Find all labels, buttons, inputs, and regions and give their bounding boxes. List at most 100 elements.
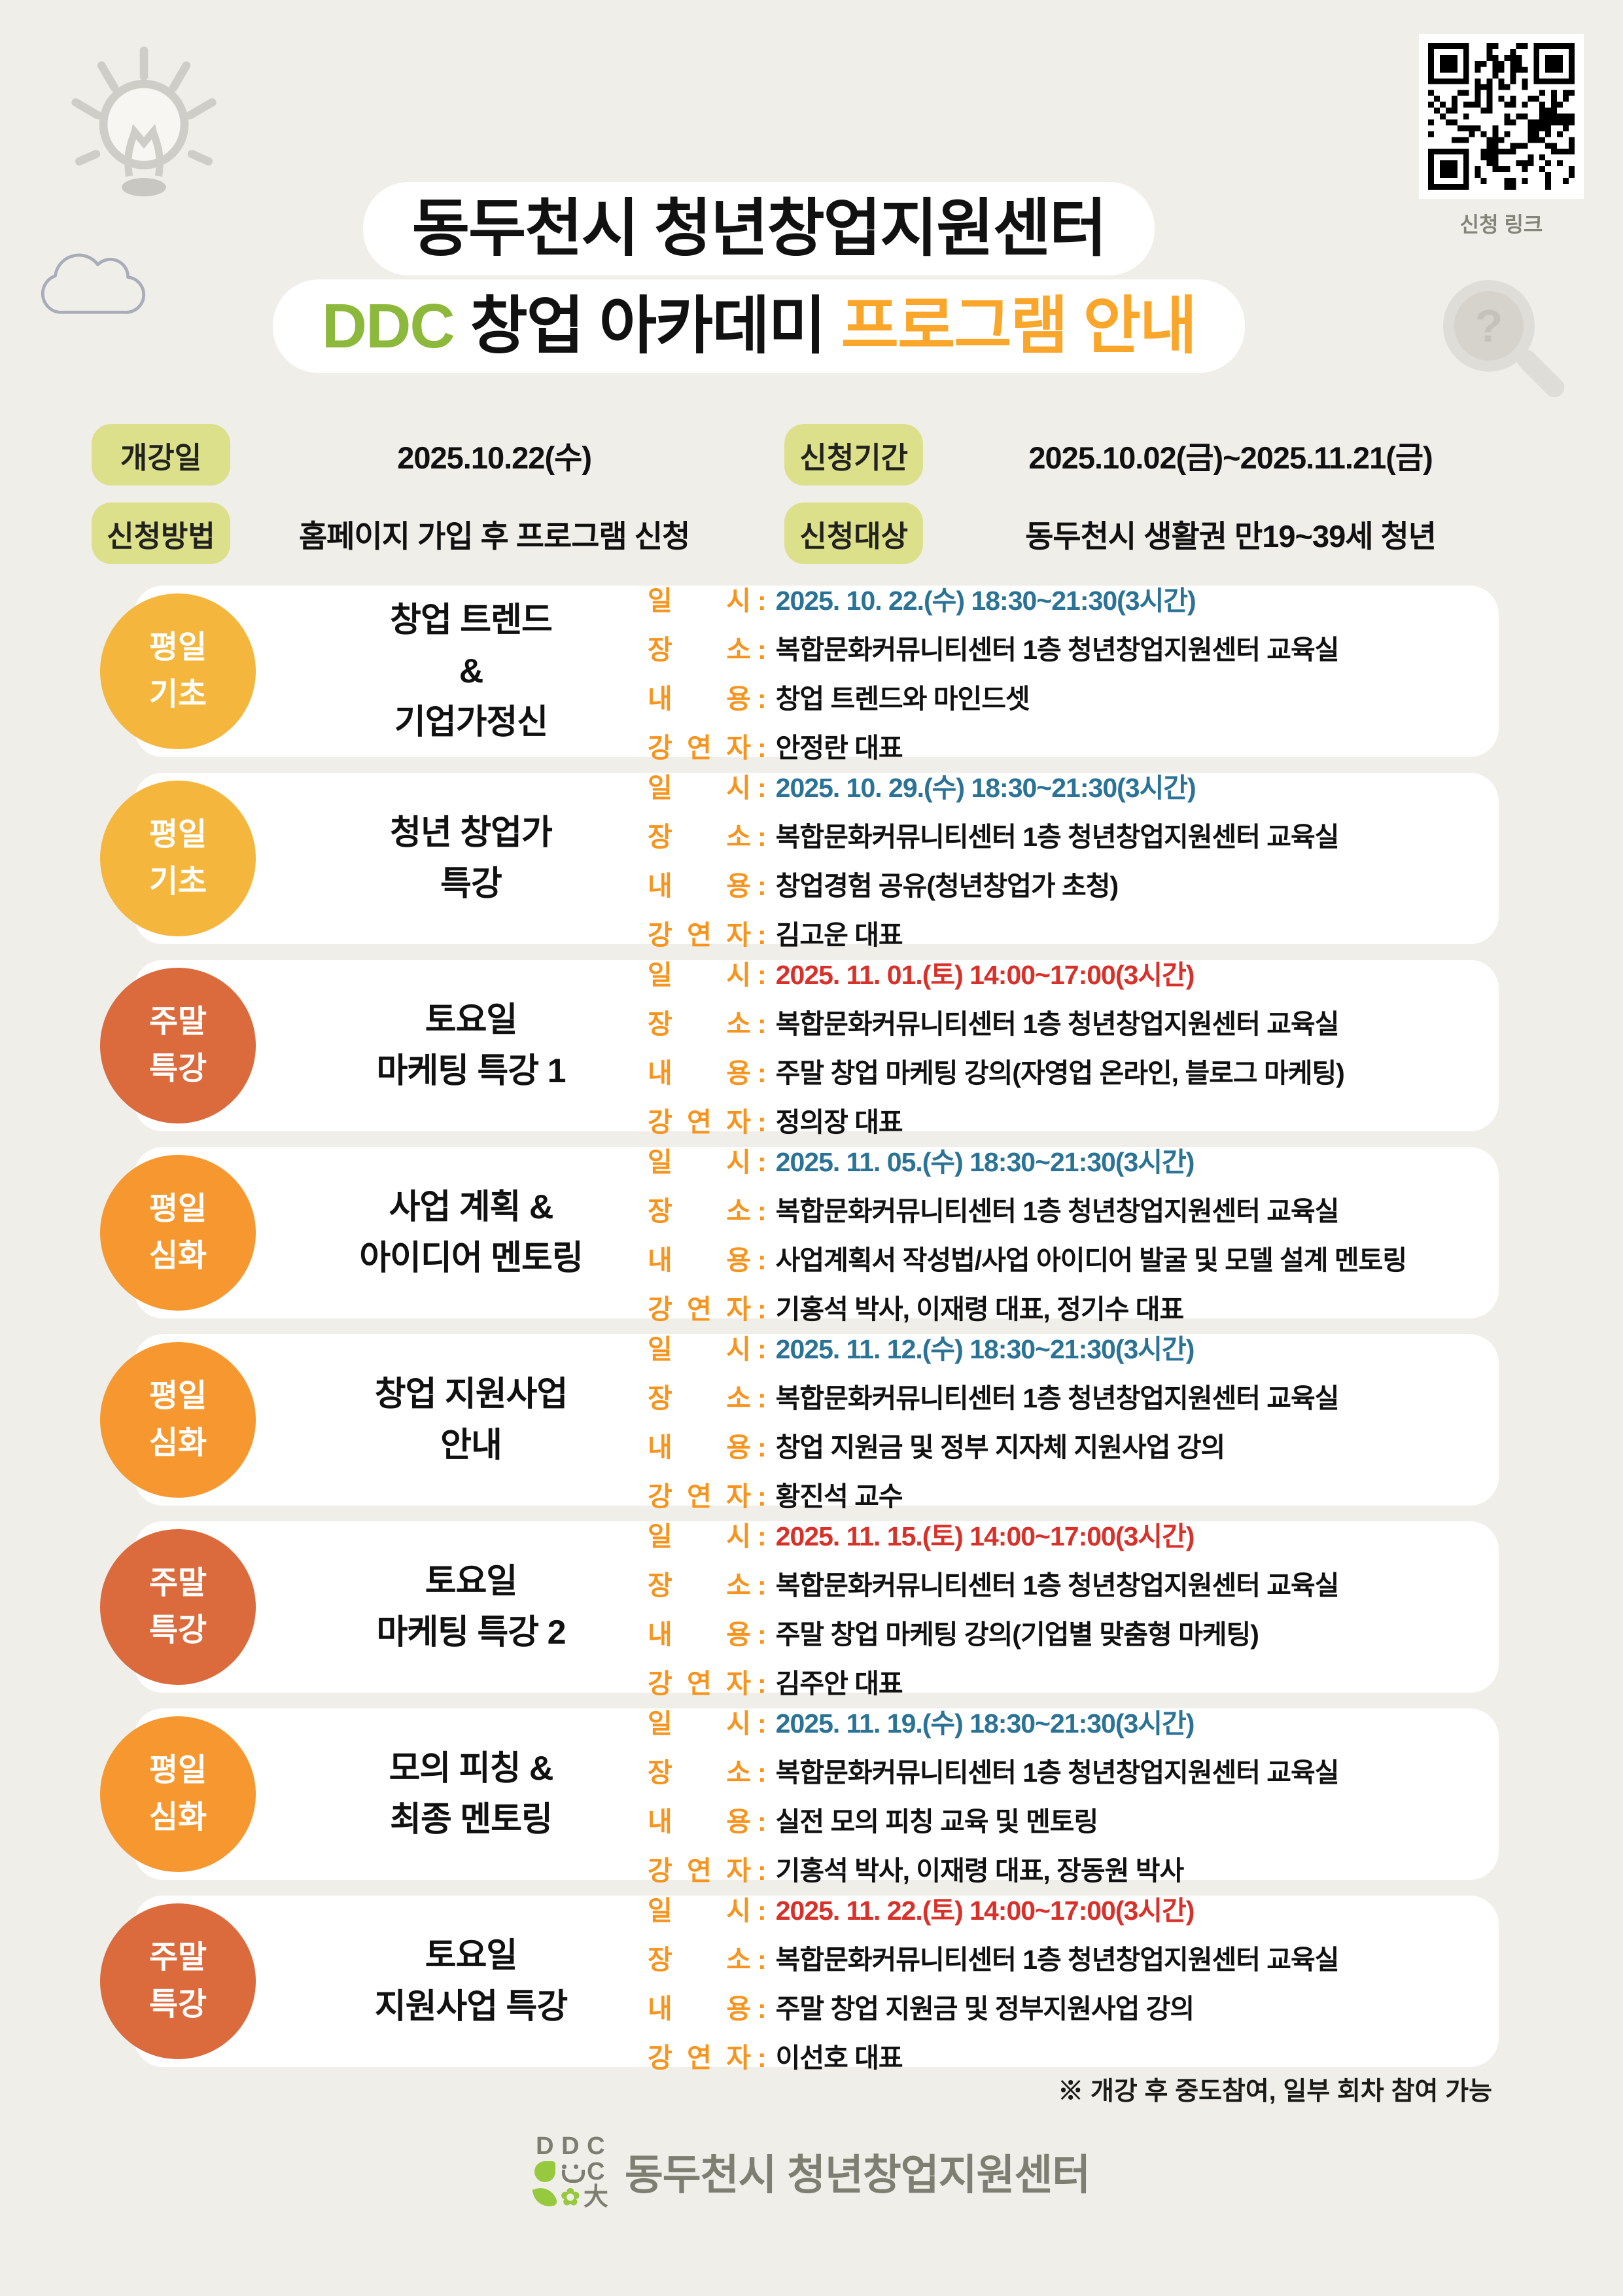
title-middle-text: 창업 아카데미 <box>453 291 841 362</box>
card-badge: 평일 심화 <box>100 1716 256 1872</box>
detail-colon: : <box>758 1245 767 1275</box>
detail-colon: : <box>758 959 767 990</box>
detail-label-content: 내 용 <box>648 683 751 714</box>
detail-label-datetime: 일 시 <box>648 1521 751 1551</box>
detail-row-speaker: 강 연 자 : 김고운 대표 <box>648 913 1479 952</box>
detail-label-datetime: 일 시 <box>648 1333 751 1364</box>
detail-row-datetime: 일 시 : 2025. 11. 05.(수) 18:30~21:30(3시간) <box>648 1140 1479 1179</box>
card-badge: 평일 기초 <box>100 781 256 936</box>
detail-colon: : <box>758 1855 767 1886</box>
logo-letter-d: D <box>536 2132 554 2160</box>
logo-bird-icon <box>533 2160 557 2183</box>
badge-line-2: 특강 <box>148 1987 207 2022</box>
badge-line-2: 특강 <box>148 1051 207 1086</box>
card-title: 사업 계획 & 아이디어 멘토링 <box>359 1188 583 1277</box>
info-item-start-date: 개강일 2025.10.22(수) <box>92 424 758 486</box>
card-place: 복합문화커뮤니티센터 1층 청년창업지원센터 교육실 <box>775 1008 1340 1039</box>
info-item-apply-target: 신청대상 동두천시 생활권 만19~39세 청년 <box>784 503 1538 564</box>
detail-colon: : <box>758 634 767 665</box>
ddc-logo: D D C C ✿ 大 <box>532 2132 608 2211</box>
card-details: 일 시 : 2025. 11. 12.(수) 18:30~21:30(3시간) … <box>612 1327 1499 1513</box>
detail-colon: : <box>758 1668 767 1699</box>
badge-line-1: 평일 <box>148 1753 207 1788</box>
card-datetime: 2025. 11. 05.(수) 18:30~21:30(3시간) <box>775 1146 1195 1177</box>
detail-label-datetime: 일 시 <box>648 1146 751 1177</box>
logo-letter-d: D <box>561 2132 580 2160</box>
card-details: 일 시 : 2025. 11. 05.(수) 18:30~21:30(3시간) … <box>612 1140 1499 1326</box>
detail-colon: : <box>758 821 767 852</box>
card-details: 일 시 : 2025. 10. 29.(수) 18:30~21:30(3시간) … <box>612 766 1499 952</box>
detail-colon: : <box>758 1432 767 1462</box>
detail-row-datetime: 일 시 : 2025. 10. 29.(수) 18:30~21:30(3시간) <box>648 766 1479 805</box>
detail-colon: : <box>758 1708 767 1739</box>
info-badge: 신청방법 <box>92 503 230 564</box>
detail-label-place: 장 소 <box>648 1944 751 1975</box>
card-speaker: 정의장 대표 <box>775 1106 903 1137</box>
title-block: 동두천시 청년창업지원센터 DDC 창업 아카데미 프로그램 안내 <box>0 182 1518 374</box>
card-title: 모의 피칭 & 최종 멘토링 <box>389 1750 554 1839</box>
detail-label-place: 장 소 <box>648 1570 751 1600</box>
detail-label-place: 장 소 <box>648 634 751 665</box>
card-details: 일 시 : 2025. 11. 22.(토) 14:00~17:00(3시간) … <box>612 1888 1499 2075</box>
qr-code <box>1419 34 1584 199</box>
card-place: 복합문화커뮤니티센터 1층 청년창업지원센터 교육실 <box>775 1383 1340 1413</box>
detail-colon: : <box>758 585 767 616</box>
detail-colon: : <box>758 732 767 763</box>
magnifier-icon: ? <box>1443 280 1574 411</box>
badge-line-2: 기초 <box>148 677 207 712</box>
detail-label-place: 장 소 <box>648 821 751 852</box>
card-badge: 주말 특강 <box>100 1903 256 2059</box>
logo-smiley-icon <box>559 2160 585 2183</box>
program-card: 평일 심화 창업 지원사업 안내 일 시 : 2025. 11. 12.(수) … <box>100 1334 1499 1511</box>
card-title: 청년 창업가 특강 <box>390 814 553 903</box>
info-section: 개강일 2025.10.22(수) 신청기간 2025.10.02(금)~202… <box>92 424 1538 564</box>
card-details: 일 시 : 2025. 11. 01.(토) 14:00~17:00(3시간) … <box>612 953 1499 1139</box>
card-datetime: 2025. 11. 19.(수) 18:30~21:30(3시간) <box>775 1708 1195 1739</box>
card-speaker: 황진석 교수 <box>775 1481 903 1511</box>
program-card: 평일 기초 청년 창업가 특강 일 시 : 2025. 10. 29.(수) 1… <box>100 773 1499 950</box>
badge-line-1: 주말 <box>148 1004 207 1039</box>
card-badge: 평일 심화 <box>100 1155 256 1311</box>
detail-row-datetime: 일 시 : 2025. 10. 22.(수) 18:30~21:30(3시간) <box>648 578 1479 618</box>
badge-line-2: 특강 <box>148 1613 207 1648</box>
card-datetime: 2025. 11. 22.(토) 14:00~17:00(3시간) <box>775 1895 1195 1926</box>
detail-row-datetime: 일 시 : 2025. 11. 22.(토) 14:00~17:00(3시간) <box>648 1888 1479 1928</box>
detail-colon: : <box>758 1521 767 1551</box>
title-highlight-text: 프로그램 안내 <box>841 291 1198 362</box>
detail-colon: : <box>758 1195 767 1226</box>
detail-row-content: 내 용 : 창업 트렌드와 마인드셋 <box>648 677 1479 716</box>
logo-person-icon: 大 <box>583 2183 608 2211</box>
detail-colon: : <box>758 1333 767 1364</box>
detail-row-place: 장 소 : 복합문화커뮤니티센터 1층 청년창업지원센터 교육실 <box>648 1376 1479 1415</box>
detail-row-content: 내 용 : 주말 창업 마케팅 강의(자영업 온라인, 블로그 마케팅) <box>648 1051 1479 1090</box>
detail-row-place: 장 소 : 복합문화커뮤니티센터 1층 청년창업지원센터 교육실 <box>648 1563 1479 1602</box>
detail-label-speaker: 강 연 자 <box>648 1668 751 1699</box>
badge-line-1: 평일 <box>148 1379 207 1413</box>
detail-colon: : <box>758 919 767 950</box>
detail-colon: : <box>758 1757 767 1788</box>
program-card: 주말 특강 토요일 마케팅 특강 2 일 시 : 2025. 11. 15.(토… <box>100 1521 1499 1699</box>
info-value: 홈페이지 가입 후 프로그램 신청 <box>298 518 690 554</box>
detail-row-place: 장 소 : 복합문화커뮤니티센터 1층 청년창업지원센터 교육실 <box>648 1937 1479 1977</box>
detail-label-datetime: 일 시 <box>648 1708 751 1739</box>
badge-line-1: 평일 <box>148 630 207 665</box>
detail-row-content: 내 용 : 주말 창업 마케팅 강의(기업별 맞춤형 마케팅) <box>648 1612 1479 1651</box>
info-badge: 신청대상 <box>784 503 924 564</box>
detail-colon: : <box>758 1570 767 1600</box>
detail-label-content: 내 용 <box>648 1245 751 1275</box>
badge-line-1: 주말 <box>148 1566 207 1600</box>
card-title: 토요일 지원사업 특강 <box>374 1937 568 2026</box>
detail-row-place: 장 소 : 복합문화커뮤니티센터 1층 청년창업지원센터 교육실 <box>648 1002 1479 1041</box>
detail-row-place: 장 소 : 복합문화커뮤니티센터 1층 청년창업지원센터 교육실 <box>648 815 1479 854</box>
detail-label-speaker: 강 연 자 <box>648 1294 751 1324</box>
qr-section: 신청 링크 <box>1419 34 1584 238</box>
detail-label-place: 장 소 <box>648 1383 751 1413</box>
detail-row-content: 내 용 : 사업계획서 작성법/사업 아이디어 발굴 및 모델 설계 멘토링 <box>648 1238 1479 1277</box>
detail-label-content: 내 용 <box>648 1057 751 1088</box>
detail-row-content: 내 용 : 창업경험 공유(청년창업가 초청) <box>648 864 1479 903</box>
detail-label-speaker: 강 연 자 <box>648 1106 751 1137</box>
detail-colon: : <box>758 1481 767 1511</box>
card-speaker: 안정란 대표 <box>775 732 903 763</box>
card-speaker: 기홍석 박사, 이재령 대표, 정기수 대표 <box>775 1294 1185 1324</box>
program-card: 평일 기초 창업 트렌드 & 기업가정신 일 시 : 2025. 10. 22.… <box>100 586 1499 763</box>
